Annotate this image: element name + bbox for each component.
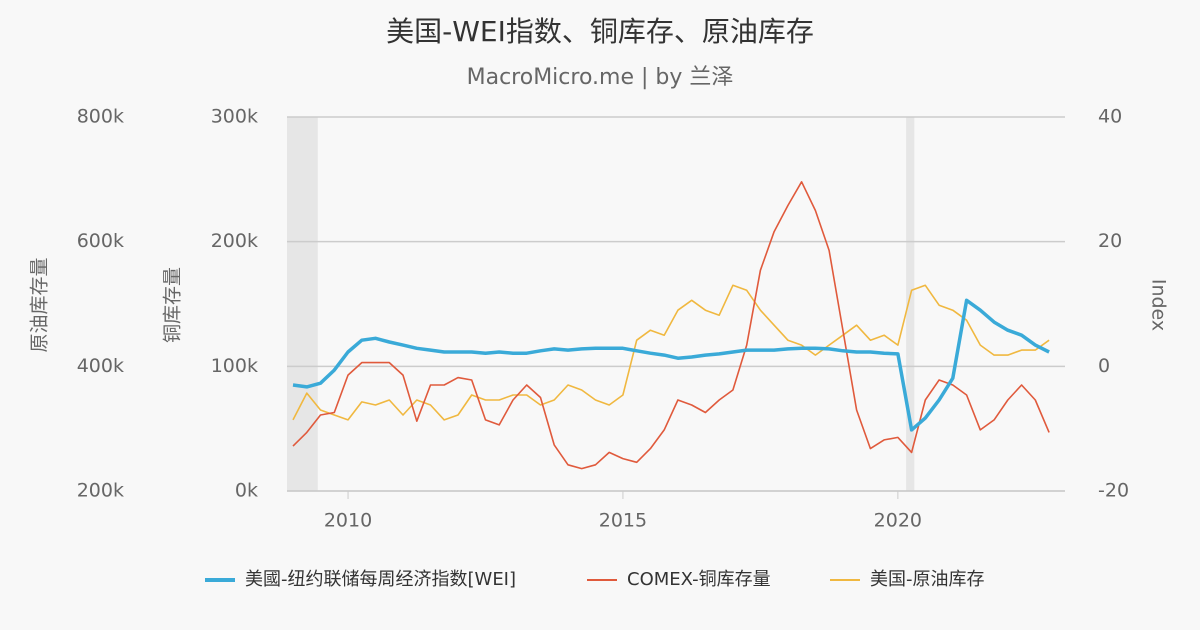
- series-line: [292, 181, 1050, 470]
- legend-label: 美国-原油库存: [870, 569, 985, 590]
- chart-title: 美国-WEI指数、铜库存、原油库存: [386, 15, 814, 48]
- x-tick-label: 2010: [324, 510, 372, 532]
- series-line: [292, 298, 1050, 432]
- x-tick-label: 2020: [874, 510, 922, 532]
- y-tick-label: 300k: [211, 106, 258, 128]
- y2-tick-label: 0: [1098, 355, 1110, 377]
- y2-tick-label: 40: [1098, 106, 1122, 128]
- x-tick-label: 2015: [599, 510, 647, 532]
- y3-axis-title: 原油库存量: [29, 257, 51, 352]
- y3-tick-label: 400k: [77, 355, 124, 377]
- recession-band: [906, 117, 915, 491]
- y3-tick-label: 800k: [77, 106, 124, 128]
- y2-tick-label: -20: [1098, 480, 1129, 502]
- legend-label: 美國-纽约联储每周经济指数[WEI]: [245, 569, 516, 590]
- y-axis-title: 铜库存量: [162, 267, 184, 343]
- y-tick-label: 0k: [235, 480, 258, 502]
- series-line: [292, 284, 1050, 421]
- y3-tick-label: 600k: [77, 230, 124, 252]
- legend-label: COMEX-铜库存量: [627, 569, 771, 590]
- y2-tick-label: 20: [1098, 230, 1122, 252]
- chart-subtitle: MacroMicro.me | by 兰泽: [467, 65, 734, 90]
- y3-tick-label: 200k: [77, 480, 124, 502]
- y-tick-label: 100k: [211, 355, 258, 377]
- y2-axis-title: Index: [1148, 279, 1170, 331]
- y-tick-label: 200k: [211, 230, 258, 252]
- recession-band: [287, 117, 318, 491]
